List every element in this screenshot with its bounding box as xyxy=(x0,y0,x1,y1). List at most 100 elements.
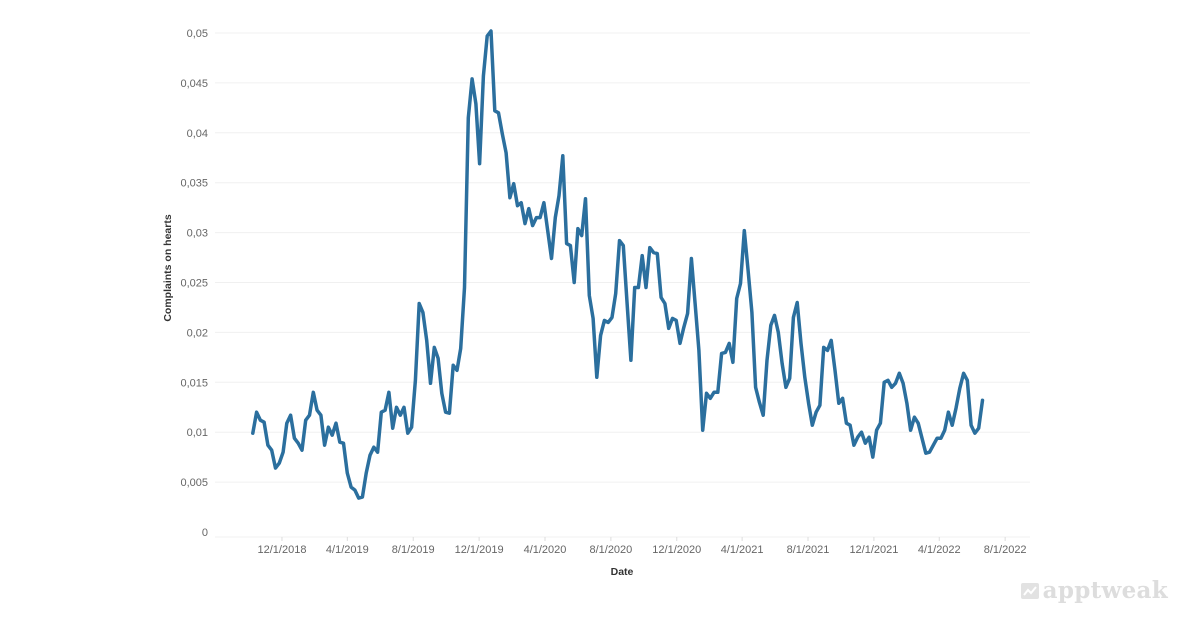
data-point xyxy=(667,327,670,330)
data-point xyxy=(349,485,353,489)
gridlines xyxy=(215,32,1030,538)
data-point xyxy=(784,386,788,389)
data-point xyxy=(584,197,587,200)
y-tick-label: 0,035 xyxy=(180,178,208,190)
data-point xyxy=(459,347,462,350)
data-point xyxy=(520,201,523,204)
data-point xyxy=(452,364,455,367)
data-point xyxy=(576,227,580,230)
data-point xyxy=(905,402,909,405)
data-point xyxy=(383,409,387,412)
data-point xyxy=(777,331,780,334)
data-point xyxy=(448,412,451,415)
data-point xyxy=(939,437,943,440)
data-point xyxy=(603,319,606,322)
data-point xyxy=(739,282,742,285)
data-point xyxy=(251,432,254,435)
data-point xyxy=(304,419,307,422)
y-tick-label: 0,005 xyxy=(180,477,208,489)
data-point xyxy=(486,34,489,38)
data-point xyxy=(501,132,504,135)
data-point xyxy=(546,229,549,232)
data-point xyxy=(561,154,564,157)
data-point xyxy=(281,451,285,454)
data-point xyxy=(629,359,633,362)
data-point xyxy=(588,294,591,297)
data-point xyxy=(644,286,648,289)
data-point xyxy=(489,29,493,33)
y-tick-label: 0,015 xyxy=(180,377,208,389)
data-point xyxy=(297,442,300,445)
data-point xyxy=(395,406,398,409)
y-tick-label: 0 xyxy=(202,527,208,539)
x-tick-label: 4/1/2022 xyxy=(918,544,961,556)
data-point xyxy=(504,151,508,154)
data-point xyxy=(951,424,954,427)
data-point xyxy=(474,102,478,106)
data-point xyxy=(822,346,825,349)
data-point xyxy=(656,252,659,255)
data-point xyxy=(376,451,379,454)
data-point xyxy=(973,432,977,435)
data-point xyxy=(414,379,417,382)
data-point xyxy=(542,201,546,204)
data-point xyxy=(399,414,402,417)
data-point xyxy=(266,444,270,447)
data-point xyxy=(765,359,769,362)
data-point xyxy=(289,414,292,417)
y-axis-title: Complaints on hearts xyxy=(162,214,174,322)
y-tick-label: 0,045 xyxy=(180,78,208,90)
data-point xyxy=(780,362,784,365)
data-point xyxy=(270,449,273,452)
x-tick-label: 12/1/2021 xyxy=(849,544,898,556)
data-point xyxy=(796,301,799,304)
data-point xyxy=(455,369,459,372)
trend-chart-icon xyxy=(1020,582,1039,599)
data-point xyxy=(659,296,663,299)
data-point xyxy=(958,387,961,390)
y-tick-label: 0,05 xyxy=(187,28,208,40)
data-point xyxy=(856,436,859,439)
data-point xyxy=(493,109,496,113)
data-point xyxy=(671,317,674,320)
data-point xyxy=(807,402,810,405)
data-point xyxy=(633,286,636,289)
data-point xyxy=(875,429,878,432)
data-point xyxy=(323,444,326,447)
data-point xyxy=(735,297,738,300)
data-point xyxy=(554,216,557,219)
data-point xyxy=(758,401,761,404)
data-point xyxy=(901,382,905,385)
data-point xyxy=(769,324,772,327)
data-point xyxy=(365,471,368,475)
data-point xyxy=(463,286,466,289)
data-point xyxy=(652,251,655,254)
data-point xyxy=(814,411,818,414)
data-point xyxy=(860,431,863,434)
data-point xyxy=(327,426,330,429)
data-point xyxy=(550,257,553,260)
data-point xyxy=(614,292,617,295)
data-point xyxy=(538,216,542,219)
data-point xyxy=(788,377,791,380)
data-point xyxy=(762,414,765,417)
data-point xyxy=(966,379,969,382)
data-point xyxy=(334,422,338,425)
data-point xyxy=(792,316,795,319)
data-point xyxy=(799,342,803,345)
data-point xyxy=(803,376,806,379)
data-point xyxy=(920,437,924,440)
data-point xyxy=(573,281,576,284)
data-point xyxy=(728,342,731,345)
data-point xyxy=(535,216,538,219)
data-point xyxy=(478,162,481,165)
x-tick-label: 4/1/2019 xyxy=(326,544,369,556)
y-tick-label: 0,03 xyxy=(187,228,208,240)
data-point xyxy=(368,454,372,457)
data-point xyxy=(312,391,315,394)
data-point xyxy=(278,461,281,465)
data-point xyxy=(690,257,693,260)
data-point xyxy=(981,399,984,402)
data-point xyxy=(569,244,572,247)
data-point xyxy=(444,411,447,414)
